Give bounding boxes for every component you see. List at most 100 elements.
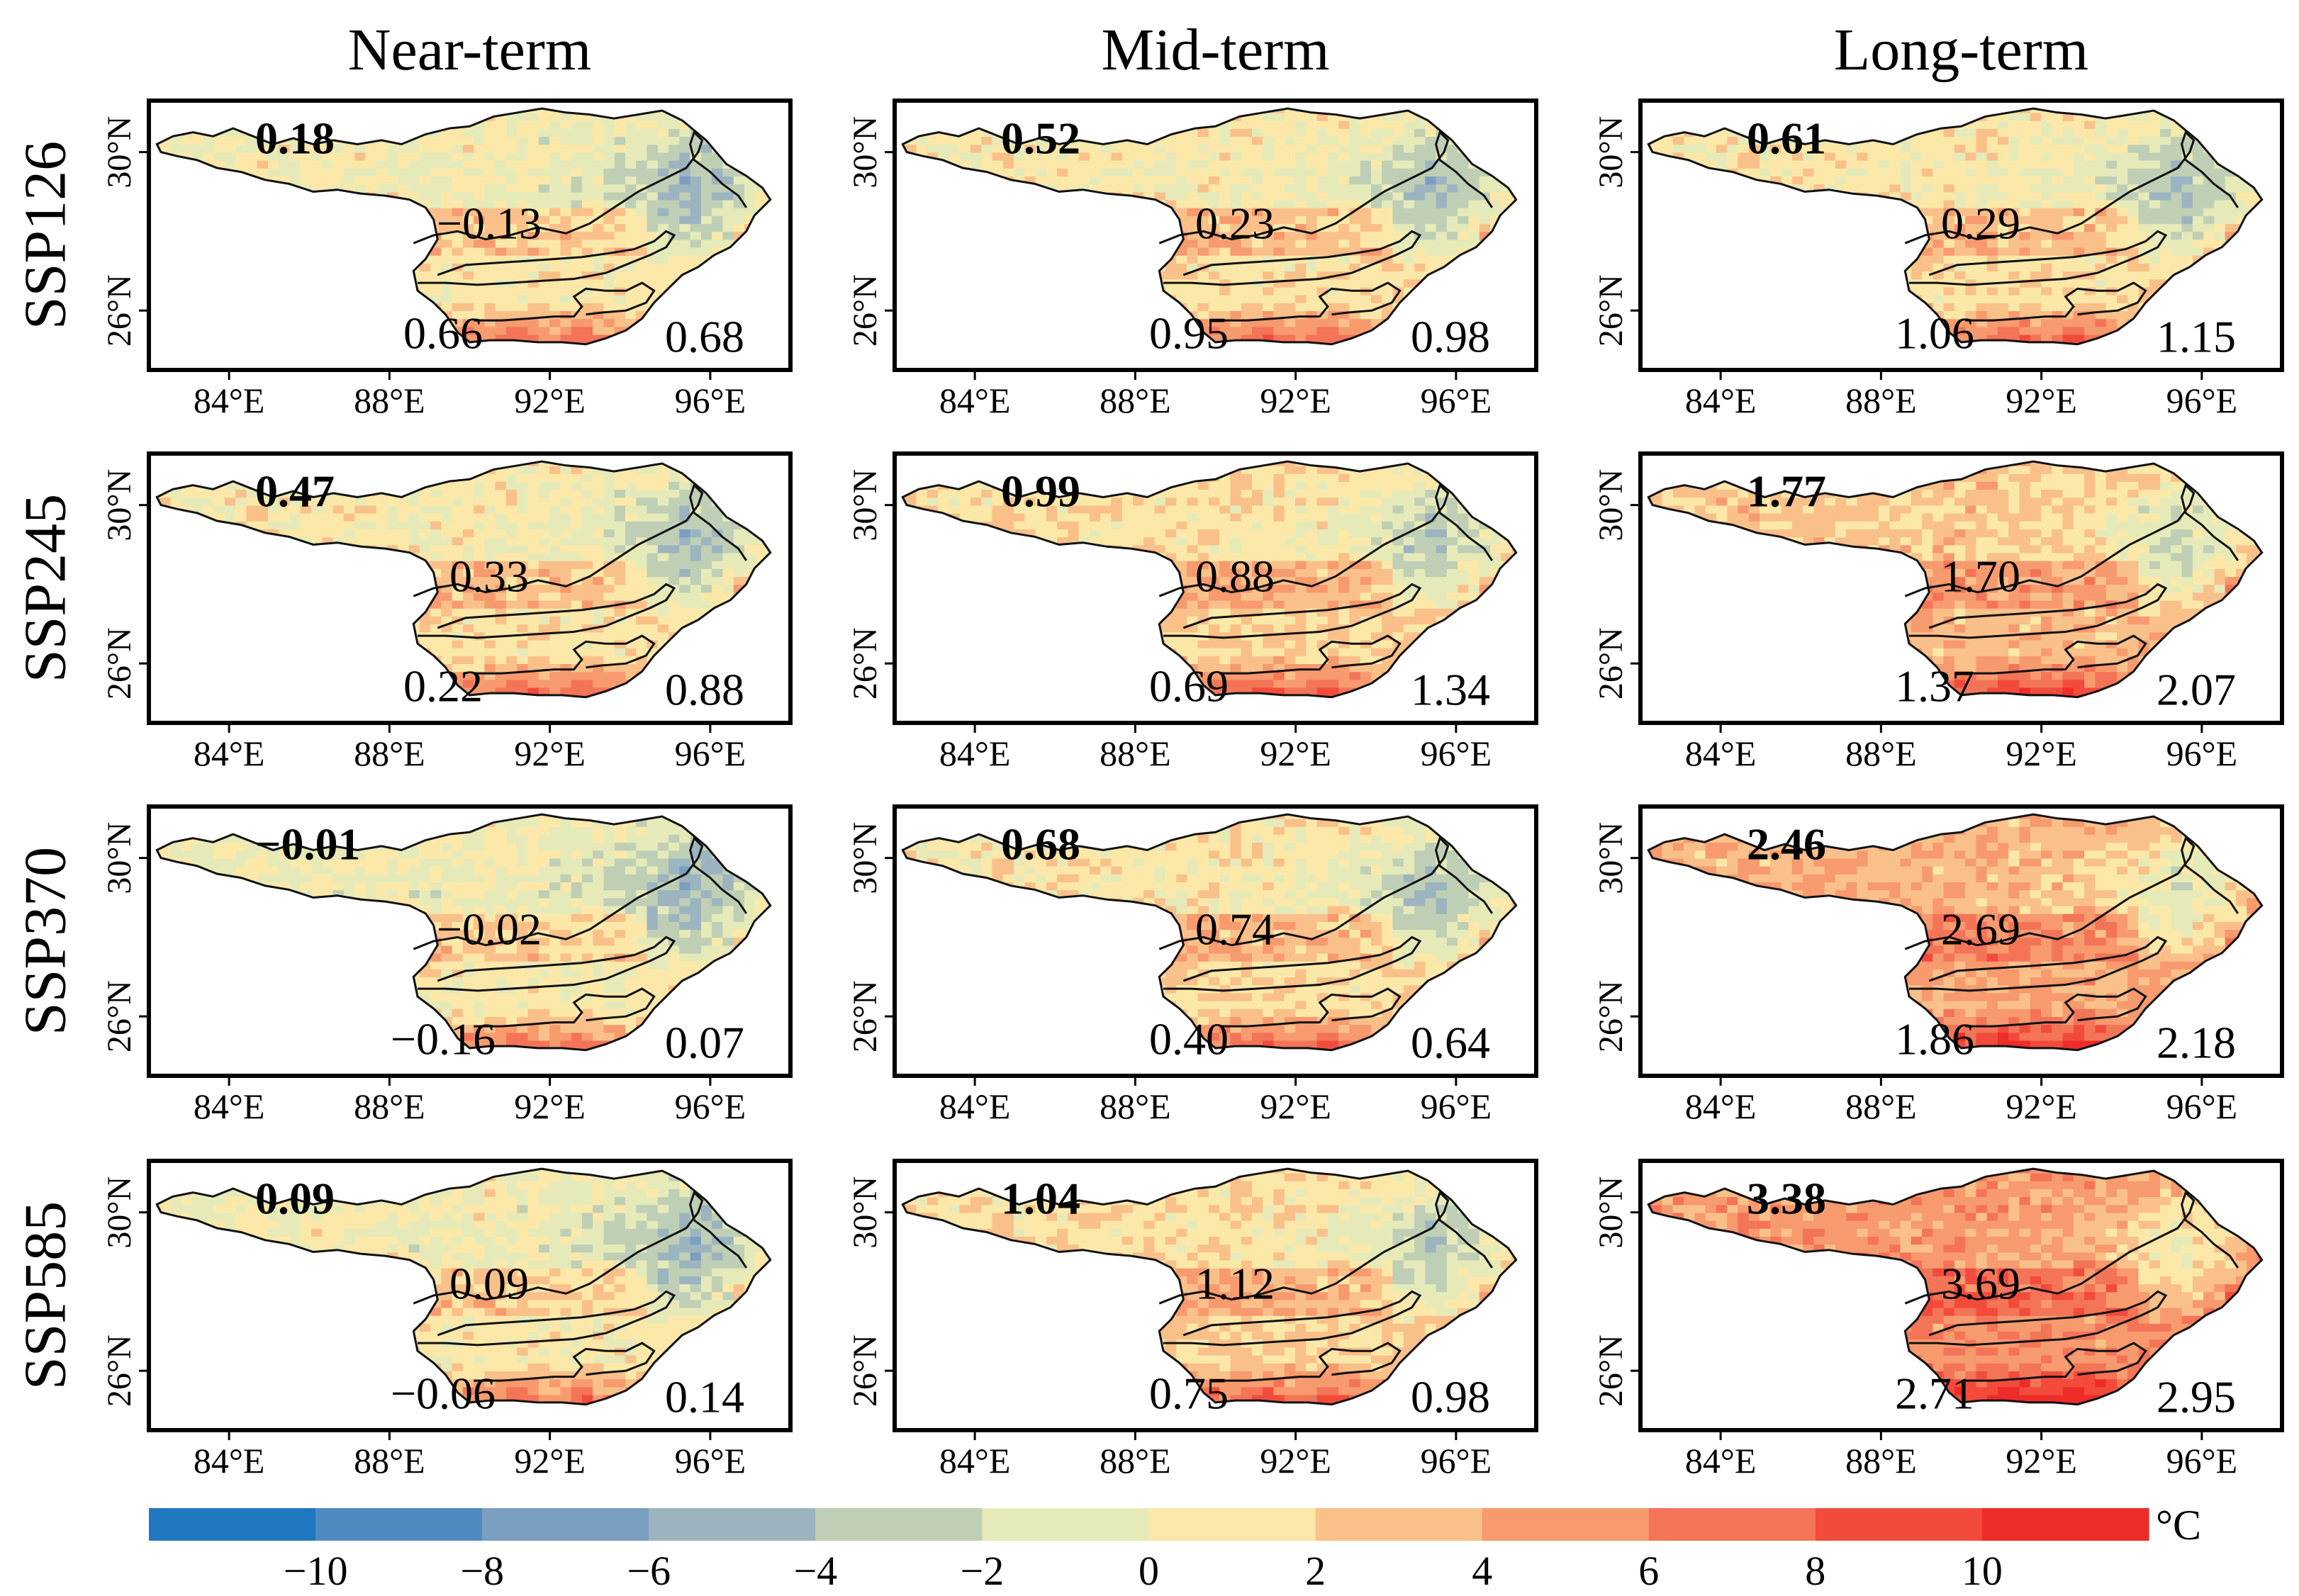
- heatmap-cell: [170, 294, 182, 303]
- heatmap-cell: [192, 199, 204, 208]
- heatmap-cell: [203, 239, 215, 248]
- heatmap-cell: [916, 342, 928, 344]
- heatmap-cell: [484, 215, 496, 225]
- heatmap-cell: [722, 168, 734, 176]
- heatmap-cell: [744, 120, 756, 129]
- heatmap-cell: [571, 128, 583, 137]
- heatmap-cell: [1791, 215, 1803, 225]
- heatmap-cell: [1446, 231, 1458, 240]
- heatmap-cell: [981, 303, 993, 311]
- heatmap-cell: [636, 350, 647, 359]
- heatmap-cell: [1879, 184, 1891, 193]
- heatmap-cell: [1879, 215, 1891, 225]
- heatmap-cell: [1133, 176, 1145, 185]
- heatmap-cell: [365, 112, 377, 121]
- heatmap-cell: [1014, 247, 1026, 256]
- heatmap-cell: [1954, 303, 1966, 311]
- heatmap-cell: [766, 247, 771, 256]
- heatmap-cell: [1035, 215, 1047, 225]
- heatmap-cell: [970, 199, 982, 208]
- heatmap-cell: [474, 207, 486, 216]
- heatmap-cell: [1414, 271, 1426, 280]
- heatmap-cell: [1263, 120, 1275, 129]
- heatmap-cell: [1976, 199, 1988, 208]
- heatmap-cell: [332, 263, 345, 272]
- heatmap-cell: [441, 176, 453, 185]
- heatmap-cell: [160, 191, 172, 201]
- heatmap-cell: [1662, 279, 1674, 288]
- heatmap-cell: [1046, 199, 1058, 208]
- heatmap-cell: [1111, 279, 1123, 288]
- heatmap-cell: [1511, 207, 1516, 216]
- heatmap-cell: [1511, 176, 1516, 185]
- heatmap-cell: [376, 239, 388, 248]
- heatmap-cell: [1694, 334, 1706, 343]
- heatmap-cell: [766, 303, 771, 311]
- heatmap-cell: [1857, 191, 1869, 201]
- heatmap-cell: [495, 294, 507, 303]
- heatmap-cell: [1360, 318, 1372, 327]
- heatmap-cell: [1284, 286, 1296, 296]
- heatmap-cell: [257, 215, 269, 225]
- heatmap-cell: [1425, 176, 1437, 185]
- heatmap-cell: [1284, 199, 1296, 208]
- heatmap-cell: [1727, 271, 1739, 280]
- heatmap-cell: [1035, 279, 1047, 288]
- heatmap-cell: [1976, 207, 1988, 216]
- heatmap-cell: [1154, 231, 1166, 240]
- heatmap-cell: [1932, 215, 1945, 225]
- heatmap-cell: [733, 247, 745, 256]
- heatmap-cell: [517, 176, 529, 185]
- heatmap-cell: [1197, 128, 1209, 137]
- heatmap-cell: [1458, 120, 1470, 129]
- heatmap-cell: [246, 144, 258, 153]
- heatmap-cell: [1078, 263, 1090, 272]
- heatmap-cell: [181, 294, 193, 303]
- heatmap-cell: [766, 286, 771, 296]
- heatmap-cell: [700, 184, 712, 193]
- heatmap-cell: [1824, 247, 1836, 256]
- column-title: Mid-term: [1102, 17, 1330, 83]
- heatmap-cell: [1089, 152, 1101, 161]
- heatmap-cell: [1511, 334, 1516, 343]
- heatmap-cell: [1295, 263, 1307, 272]
- heatmap-cell: [1360, 168, 1372, 176]
- heatmap-cell: [1133, 207, 1145, 216]
- heatmap-cell: [246, 342, 258, 344]
- heatmap-cell: [927, 254, 939, 264]
- heatmap-cell: [1425, 199, 1437, 208]
- heatmap-cell: [441, 184, 453, 193]
- heatmap-cell: [1014, 334, 1026, 343]
- heatmap-cell: [636, 136, 648, 145]
- heatmap-cell: [1511, 318, 1516, 327]
- heatmap-cell: [1727, 120, 1739, 129]
- heatmap-cell: [1889, 286, 1901, 296]
- heatmap-cell: [181, 231, 193, 240]
- heatmap-cell: [1002, 263, 1014, 272]
- heatmap-cell: [332, 223, 345, 232]
- heatmap-cell: [657, 215, 669, 225]
- heatmap-cell: [213, 199, 225, 208]
- heatmap-cell: [1154, 108, 1166, 113]
- heatmap-cell: [1100, 112, 1112, 121]
- heatmap-cell: [1684, 350, 1695, 359]
- heatmap-cell: [332, 286, 345, 296]
- heatmap-cell: [549, 303, 561, 311]
- heatmap-cell: [1867, 112, 1879, 121]
- heatmap-cell: [766, 108, 771, 113]
- heatmap-cell: [1738, 152, 1750, 161]
- heatmap-cell: [1490, 310, 1502, 320]
- heatmap-cell: [625, 152, 637, 161]
- heatmap-cell: [408, 247, 420, 256]
- heatmap-cell: [192, 223, 204, 232]
- heatmap-cell: [1965, 286, 1977, 296]
- heatmap-cell: [462, 303, 474, 311]
- heatmap-cell: [246, 279, 258, 288]
- heatmap-cell: [560, 286, 572, 296]
- heatmap-cell: [647, 263, 659, 272]
- heatmap-cell: [1338, 176, 1350, 185]
- heatmap-cell: [1760, 342, 1772, 344]
- heatmap-cell: [1857, 239, 1869, 248]
- heatmap-cell: [235, 144, 247, 153]
- heatmap-cell: [766, 334, 771, 343]
